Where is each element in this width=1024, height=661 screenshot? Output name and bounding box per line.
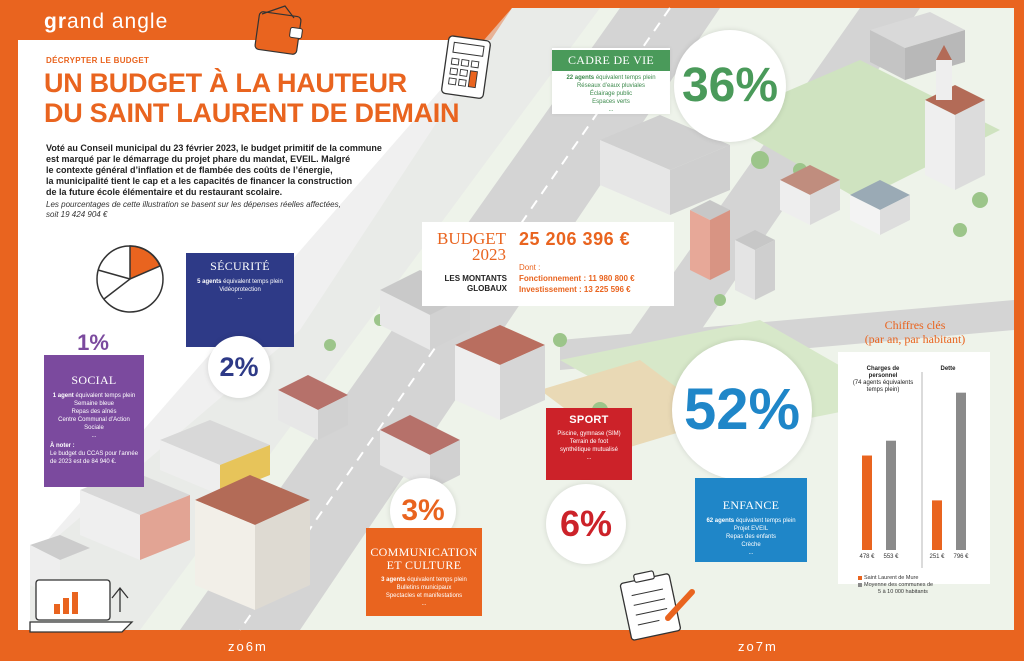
securite-title: SÉCURITÉ: [210, 259, 270, 273]
pie-chart-icon: [96, 245, 164, 313]
sport-details: Piscine, gymnase (SIM) Terrain de foot s…: [557, 431, 621, 461]
bar-dette-average: [956, 392, 966, 550]
calculator-icon: [441, 35, 491, 99]
bar-dette-city: [932, 500, 942, 550]
cadre-details: 22 agents équivalent temps plein Réseaux…: [566, 75, 656, 113]
wallet-icon: [254, 5, 303, 55]
securite-percent-badge: 2%: [208, 336, 270, 398]
sport-percent-badge: 6%: [546, 484, 626, 564]
communication-title: COMMUNICATION ET CULTURE: [370, 545, 478, 572]
headline: UN BUDGET À LA HAUTEUR DU SAINT LAURENT …: [44, 68, 460, 128]
right-page-bottom-band: [512, 630, 1024, 661]
sport-title: SPORT: [569, 414, 609, 426]
value-label-charges-average: 553 €: [883, 554, 899, 560]
securite-details: 5 agents équivalent temps plein Vidéopro…: [197, 279, 283, 301]
kicker: DÉCRYPTER LE BUDGET: [46, 56, 150, 65]
right-page-side-band: [1014, 0, 1024, 661]
legend-city: Saint Laurent de Mure: [858, 575, 918, 582]
budget-investissement: Investissement : 13 225 596 €: [519, 285, 631, 294]
laptop-icon: [29, 579, 134, 633]
cadre-card: CADRE DE VIE 22 agents équivalent temps …: [552, 48, 670, 114]
page-number-right: zo7m: [738, 639, 778, 654]
value-label-dette-city: 251 €: [929, 554, 945, 560]
budget-dont-label: Dont :: [519, 263, 541, 272]
communication-details: 3 agents équivalent temps plein Bulletin…: [381, 577, 467, 607]
enfance-title: ENFANCE: [722, 498, 780, 512]
budget-total: 25 206 396 €: [519, 229, 631, 249]
social-details: 1 agent équivalent temps plein Semaine b…: [52, 393, 136, 439]
communication-card: COMMUNICATION ET CULTURE 3 agents équiva…: [366, 528, 482, 616]
legend-city-swatch: [858, 575, 862, 580]
intro-paragraph: Voté au Conseil municipal du 23 février …: [46, 143, 382, 197]
pen-icon: [665, 589, 695, 621]
value-label-dette-average: 796 €: [953, 554, 969, 560]
social-title: SOCIAL: [71, 373, 117, 387]
budget-year-label: BUDGET 2023: [437, 229, 506, 264]
enfance-details: 62 agents équivalent temps plein Projet …: [706, 518, 796, 556]
legend-average-swatch: [858, 582, 862, 587]
right-page-top-band: [512, 0, 1024, 8]
securite-card: SÉCURITÉ 5 agents équivalent temps plein…: [186, 253, 294, 347]
percent-note: Les pourcentages de cette illustration s…: [46, 200, 341, 219]
cadre-percent-badge: 36%: [674, 30, 786, 142]
cadre-title: CADRE DE VIE: [552, 50, 670, 71]
budget-summary-box: BUDGET 2023 LES MONTANTS GLOBAUX 25 206 …: [422, 222, 674, 306]
social-note: À noter : Le budget du CCAS pour l’année…: [50, 443, 139, 465]
charges-header: Charges de personnel (74 agents équivalen…: [852, 366, 914, 393]
legend-average: Moyenne des communes de 5 à 10 000 habit…: [858, 582, 933, 595]
budget-subtitle: LES MONTANTS GLOBAUX: [444, 274, 507, 293]
bar-charges-average: [886, 440, 896, 550]
social-percent-badge: 1%: [77, 330, 109, 355]
bar-charges-city: [862, 455, 872, 550]
social-card: SOCIAL 1 agent équivalent temps plein Se…: [44, 355, 144, 487]
page-number-left: zo6m: [228, 639, 268, 654]
budget-fonctionnement: Fonctionnement : 11 980 800 €: [519, 274, 635, 283]
enfance-percent-badge: 52%: [672, 340, 812, 480]
magazine-section-title: grand angle: [44, 10, 169, 33]
dette-header: Dette: [940, 366, 956, 372]
key-figures-title: Chiffres clés (par an, par habitant): [864, 318, 966, 346]
enfance-card: ENFANCE 62 agents équivalent temps plein…: [695, 478, 807, 562]
value-label-charges-city: 478 €: [859, 554, 875, 560]
sport-card: SPORT Piscine, gymnase (SIM) Terrain de …: [546, 408, 632, 480]
checklist-icon: [619, 570, 681, 641]
